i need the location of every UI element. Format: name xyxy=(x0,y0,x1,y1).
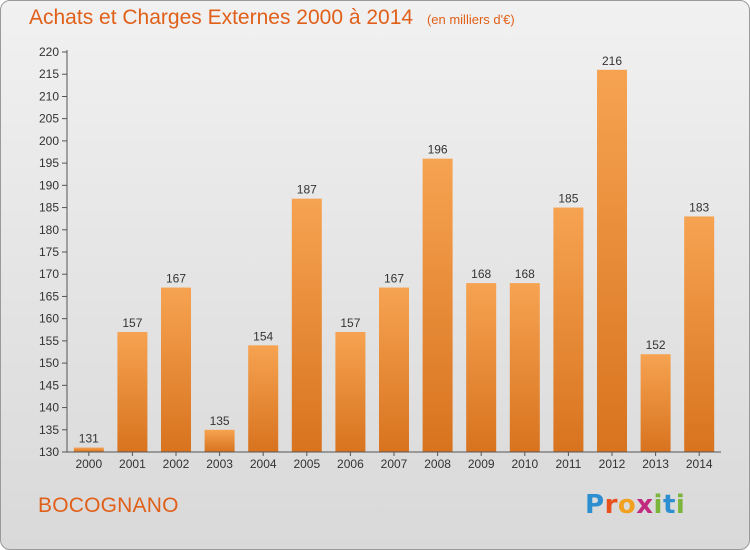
y-tick-label: 185 xyxy=(39,201,59,215)
proxiti-logo[interactable]: Proxiti xyxy=(585,490,685,520)
bar xyxy=(204,429,235,452)
y-tick-label: 175 xyxy=(39,245,59,259)
logo-letter: i xyxy=(675,490,686,520)
bar xyxy=(335,332,366,452)
logo-letter: x xyxy=(636,490,654,520)
bar-value-label: 152 xyxy=(646,338,666,352)
x-tick-label: 2000 xyxy=(75,457,102,471)
x-tick-label: 2006 xyxy=(337,457,364,471)
y-tick-label: 135 xyxy=(39,423,59,437)
commune-name: BOCOGNANO xyxy=(38,494,179,517)
bar-value-label: 168 xyxy=(471,267,491,281)
x-axis: 2000 2001 2002 2003 2004 2005 2006 2007 2008 2009… xyxy=(67,451,721,471)
bar-value-label: 157 xyxy=(340,316,360,330)
x-tick-label: 2003 xyxy=(206,457,233,471)
y-axis: 130 135 140 145 150 155 160 165 170 175 180 185 190 1… xyxy=(39,45,68,459)
logo-letter: t xyxy=(662,490,676,520)
y-tick-label: 150 xyxy=(39,356,59,370)
y-tick-label: 155 xyxy=(39,334,59,348)
title-text: Achats et Charges Externes 2000 à 2014 xyxy=(29,6,414,29)
bar xyxy=(466,283,497,452)
x-tick-label: 2008 xyxy=(424,457,451,471)
bar xyxy=(509,283,540,452)
y-tick-label: 130 xyxy=(39,445,59,459)
y-tick-label: 195 xyxy=(39,156,59,170)
y-tick-label: 180 xyxy=(39,223,59,237)
y-tick-label: 220 xyxy=(39,45,59,59)
bar-value-label: 154 xyxy=(253,329,273,343)
y-tick-label: 200 xyxy=(39,134,59,148)
x-tick-label: 2005 xyxy=(293,457,320,471)
x-tick-label: 2004 xyxy=(250,457,277,471)
x-tick-label: 2013 xyxy=(642,457,669,471)
bar-value-label: 196 xyxy=(428,143,448,157)
bar xyxy=(553,207,584,452)
bar xyxy=(117,332,148,452)
logo-letter: o xyxy=(617,490,637,520)
bar-value-label: 168 xyxy=(515,267,535,281)
x-tick-label: 2001 xyxy=(119,457,146,471)
bar xyxy=(422,158,453,452)
chart-title: Achats et Charges Externes 2000 à 2014 (… xyxy=(29,6,515,30)
x-tick-label: 2002 xyxy=(163,457,190,471)
title-unit: (en milliers d'€) xyxy=(426,12,515,27)
bar-value-label: 187 xyxy=(297,183,317,197)
bar-value-label: 131 xyxy=(79,432,99,446)
bar-value-label: 167 xyxy=(384,272,404,286)
bar-value-label: 167 xyxy=(166,272,186,286)
bar-value-label: 135 xyxy=(210,414,230,428)
x-tick-label: 2007 xyxy=(381,457,408,471)
bar xyxy=(291,198,322,452)
bar xyxy=(640,354,671,452)
bar xyxy=(73,447,104,452)
bar-value-label: 183 xyxy=(689,200,709,214)
y-tick-label: 170 xyxy=(39,267,59,281)
bar xyxy=(597,69,627,453)
y-tick-label: 205 xyxy=(39,112,59,126)
y-tick-label: 215 xyxy=(39,67,59,81)
bar xyxy=(161,287,191,452)
x-tick-label: 2010 xyxy=(511,457,538,471)
bar xyxy=(248,345,279,452)
data-labels: 131 157 167 135 154 187 157 167 196 168 168 185 216 1… xyxy=(79,54,710,446)
y-tick-label: 140 xyxy=(39,401,59,415)
x-tick-label: 2011 xyxy=(555,457,581,471)
y-tick-label: 165 xyxy=(39,289,59,303)
logo-letter: r xyxy=(604,490,618,520)
bar-value-label: 216 xyxy=(602,54,622,68)
bar-value-label: 185 xyxy=(558,192,578,206)
bar xyxy=(379,287,409,452)
logo-letter: i xyxy=(653,490,663,520)
bar-value-label: 157 xyxy=(122,316,142,330)
x-tick-label: 2012 xyxy=(599,457,626,471)
logo-letter: P xyxy=(585,490,605,520)
bars xyxy=(73,69,715,453)
y-tick-label: 160 xyxy=(39,312,59,326)
y-tick-label: 190 xyxy=(39,178,59,192)
x-tick-label: 2014 xyxy=(686,457,713,471)
y-tick-label: 145 xyxy=(39,378,59,392)
bar xyxy=(684,216,715,452)
y-tick-label: 210 xyxy=(39,89,59,103)
x-tick-label: 2009 xyxy=(468,457,495,471)
